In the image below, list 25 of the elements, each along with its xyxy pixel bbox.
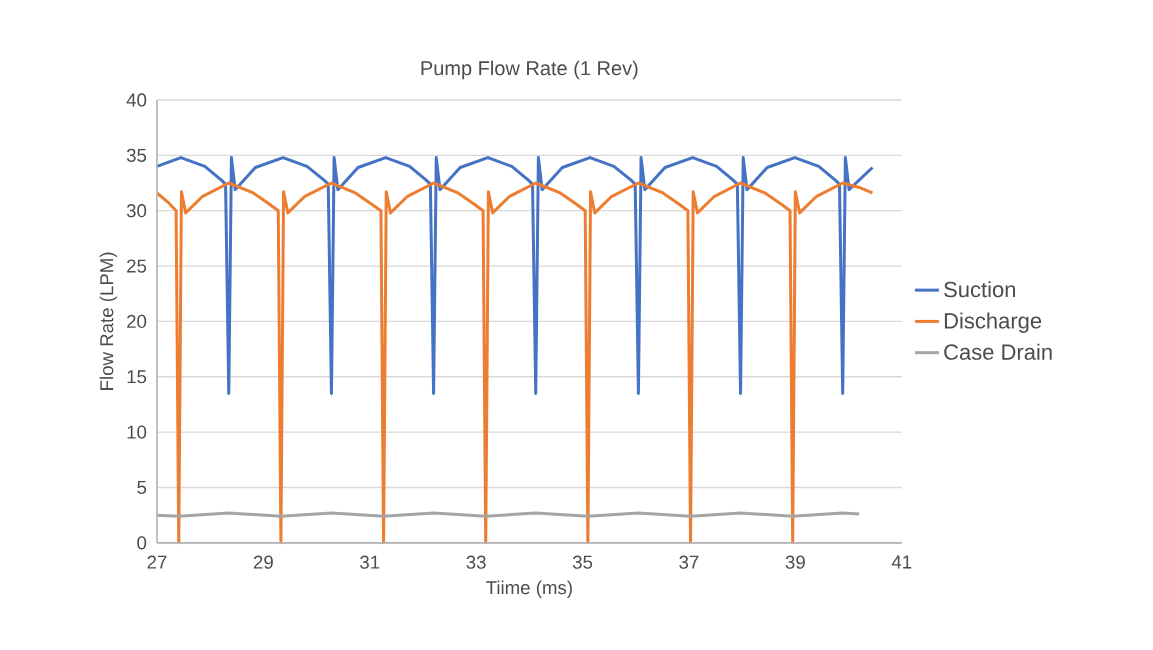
x-tick-label: 37 (679, 555, 699, 569)
line-series (155, 181, 874, 545)
x-tick-label: 31 (360, 555, 380, 569)
y-tick-label: 35 (126, 148, 147, 163)
x-tick-label: 39 (785, 555, 805, 569)
chart-title: Pump Flow Rate (1 Rev) (421, 60, 638, 80)
x-tick-label: 33 (466, 555, 486, 569)
x-tick-label: 41 (891, 555, 912, 569)
y-tick-label: 5 (137, 481, 147, 495)
x-tick-label: 35 (572, 555, 593, 569)
y-tick-label: 40 (126, 93, 147, 107)
y-axis-title: Flow Rate (LPM) (99, 252, 118, 390)
y-tick-label: 25 (127, 259, 147, 273)
line-series (155, 156, 874, 395)
legend-label: Case Drain (944, 343, 1052, 360)
x-tick-label: 29 (253, 555, 273, 569)
legend-label: Discharge (944, 312, 1042, 334)
x-axis-title: Tiime (ms) (486, 580, 572, 599)
y-tick-label: 10 (127, 425, 147, 439)
legend-label: Suction (944, 281, 1016, 298)
y-tick-label: 30 (126, 204, 147, 218)
y-tick-label: 15 (127, 370, 147, 384)
x-tick-label: 27 (147, 555, 167, 569)
y-tick-label: 20 (127, 314, 147, 329)
y-tick-label: 0 (137, 536, 147, 550)
